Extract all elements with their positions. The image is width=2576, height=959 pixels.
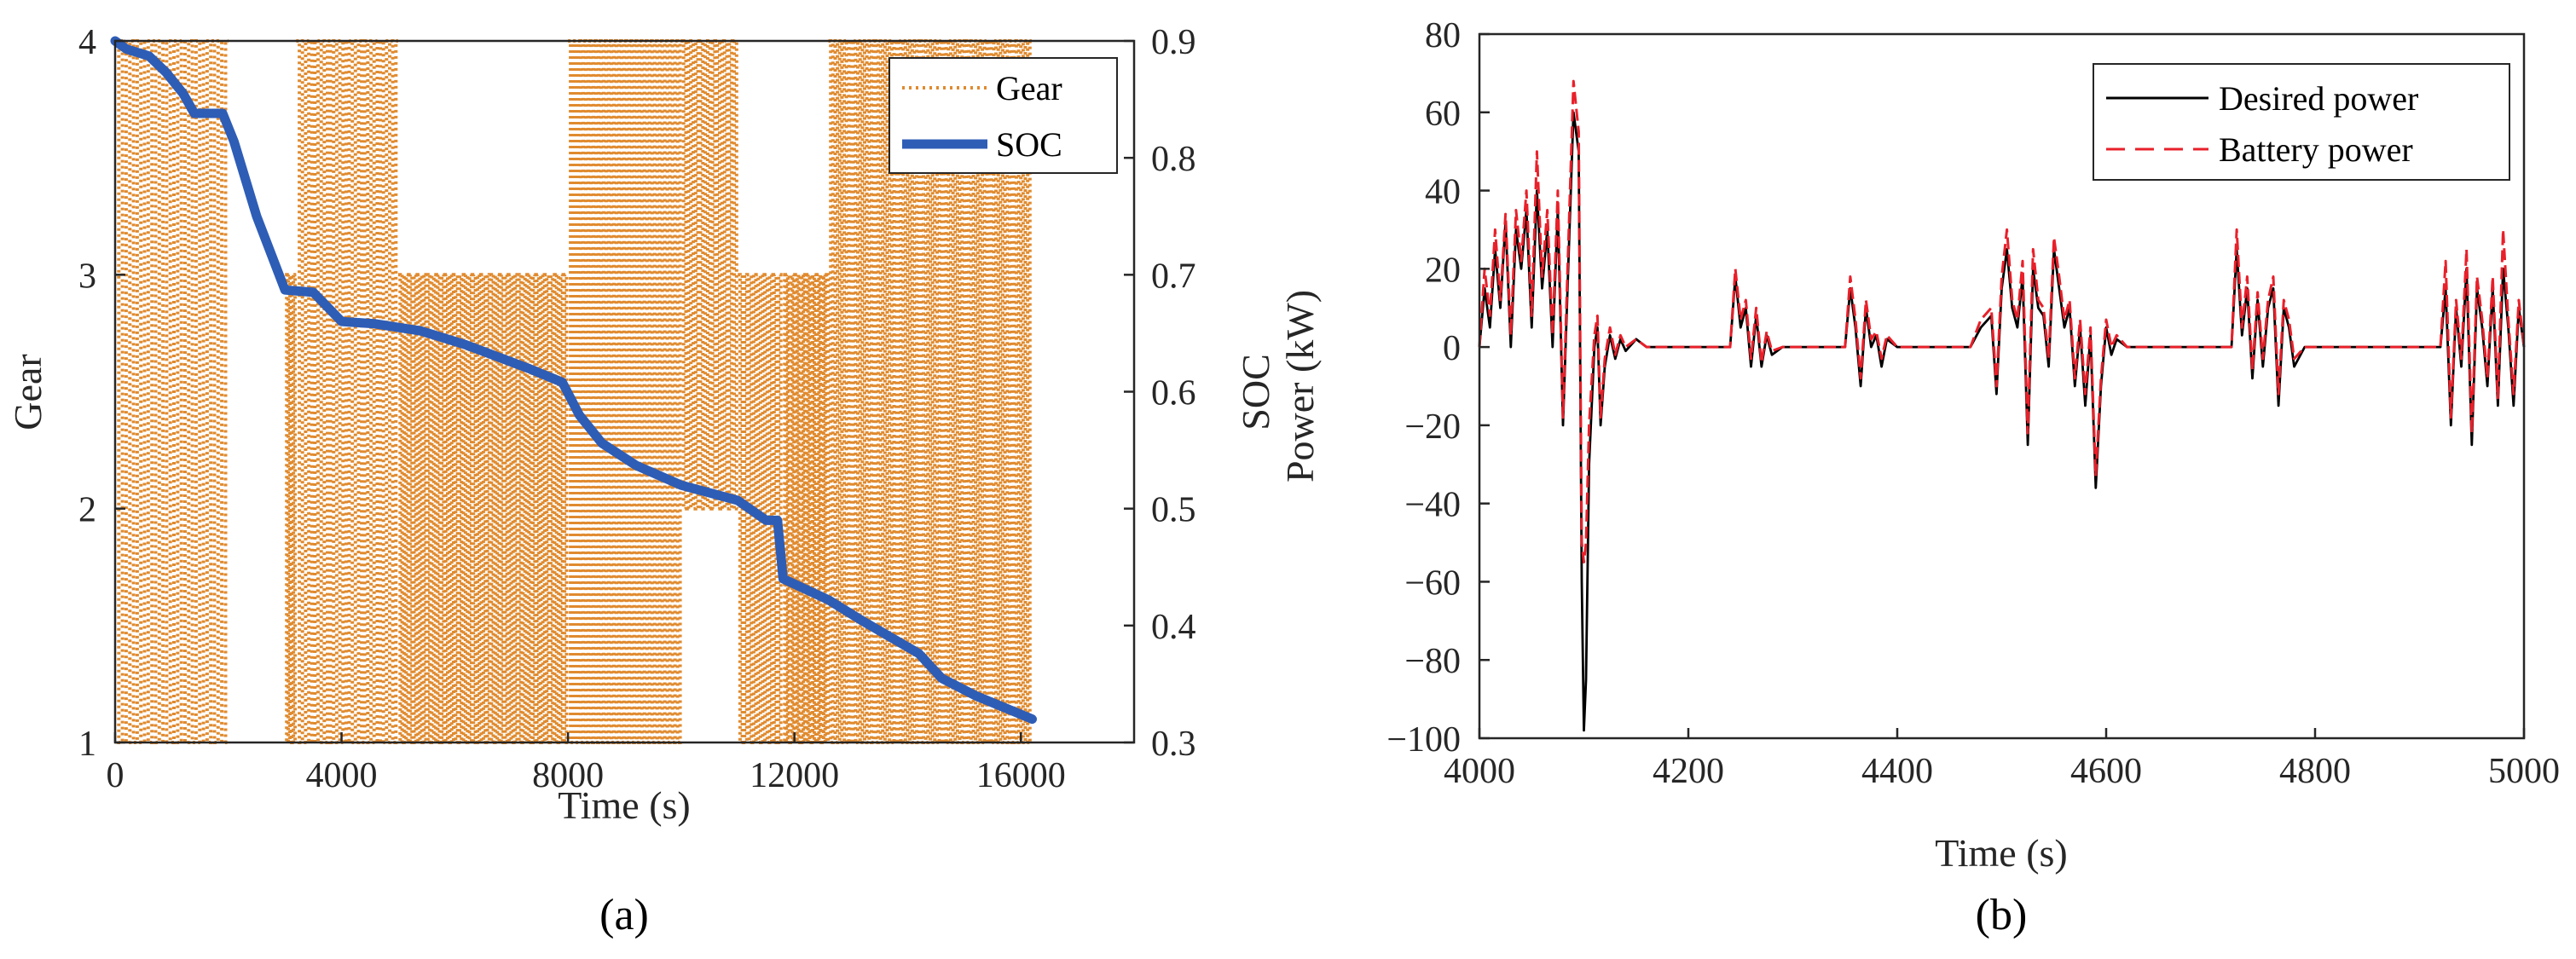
x-tick-label-a: 4000: [306, 756, 378, 795]
y-tick-label-right-a: 0.4: [1151, 608, 1196, 647]
x-tick-label-a: 12000: [750, 756, 839, 795]
y-tick-label-left-a: 4: [78, 23, 96, 62]
y-tick-label-b: 60: [1425, 95, 1461, 134]
x-tick-label-a: 0: [107, 756, 124, 795]
y-ticks-left-a: 1 2 3 4: [78, 23, 125, 764]
y-tick-label-right-a: 0.9: [1151, 23, 1196, 62]
x-ticks-b: 4000 4200 4400 4600 4800 5000: [1444, 728, 2560, 791]
y-tick-label-b: 40: [1425, 173, 1461, 212]
y-tick-label-right-a: 0.3: [1151, 725, 1196, 764]
gear-line-segment-3: [296, 39, 398, 744]
x-axis-label-b: Time (s): [1935, 831, 2068, 875]
y-axis-label-b: Power (kW): [1278, 290, 1322, 482]
x-ticks-a: 0 4000 8000 12000 16000: [107, 732, 1066, 795]
y-tick-label-b: −20: [1404, 407, 1461, 447]
gear-line-segment-5: [568, 39, 682, 744]
y-tick-label-right-a: 0.6: [1151, 374, 1196, 413]
y-tick-label-b: −100: [1386, 720, 1461, 760]
soc-line: [110, 36, 1037, 725]
gear-line-segment-2: [285, 273, 298, 744]
legend-box-b: [2093, 63, 2510, 181]
legend-box-a: [889, 57, 1118, 174]
y-tick-label-b: 0: [1443, 329, 1461, 368]
plot-area-b: [1478, 79, 2526, 732]
y-tick-label-b: −60: [1404, 563, 1461, 603]
x-tick-label-b: 4400: [1861, 752, 1933, 791]
y-tick-label-right-a: 0.8: [1151, 140, 1196, 179]
axes-box-b: [1478, 32, 2526, 740]
y-tick-label-right-a: 0.5: [1151, 491, 1196, 530]
x-tick-label-a: 8000: [532, 756, 604, 795]
y-ticks-b: −100 −80 −60 −40 −20 0 20 40 60 80: [1386, 16, 1490, 760]
desired-power-line: [1478, 111, 2526, 732]
legend-label-battery-power: Battery power: [2219, 130, 2413, 169]
x-tick-label-b: 4000: [1444, 752, 1515, 791]
gear-line-segment-8: [783, 273, 831, 744]
y-tick-label-b: −80: [1404, 642, 1461, 681]
caption-b: (b): [1976, 891, 2028, 939]
panel-b: 4000 4200 4400 4600 4800 5000 −100 −80 −60 −40 −2…: [1278, 16, 2560, 939]
y-tick-label-left-a: 1: [78, 725, 96, 764]
gear-line-segment-0: [115, 39, 229, 744]
y-tick-label-b: −40: [1404, 486, 1461, 525]
legend-a: Gear SOC: [889, 57, 1118, 174]
battery-power-line: [1478, 79, 2526, 563]
y-axis-label-left-a: Gear: [6, 354, 49, 430]
y-tick-label-b: 80: [1425, 16, 1461, 55]
x-tick-label-b: 4800: [2279, 752, 2351, 791]
gear-line-segment-6: [680, 39, 738, 511]
caption-a: (a): [599, 891, 649, 939]
y-ticks-right-a: 0.3 0.4 0.5 0.6 0.7 0.8 0.9: [1124, 23, 1196, 764]
y-tick-label-left-a: 3: [78, 257, 96, 296]
x-tick-label-b: 4200: [1653, 752, 1724, 791]
legend-label-desired-power: Desired power: [2219, 79, 2418, 118]
legend-b: Desired power Battery power: [2093, 63, 2510, 181]
y-tick-label-left-a: 2: [78, 491, 96, 530]
y-tick-label-right-a: 0.7: [1151, 257, 1196, 296]
x-tick-label-b: 4600: [2070, 752, 2142, 791]
y-axis-label-right-a: SOC: [1234, 354, 1277, 430]
x-tick-label-b: 5000: [2488, 752, 2560, 791]
legend-label-soc: SOC: [996, 125, 1062, 164]
legend-label-gear: Gear: [996, 69, 1062, 107]
x-axis-label-a: Time (s): [558, 783, 691, 827]
y-tick-label-b: 20: [1425, 251, 1461, 290]
x-tick-label-a: 16000: [976, 756, 1066, 795]
panel-a: 0 4000 8000 12000 16000 1 2 3 4 0.3 0.4 0.5 0.6 0.7…: [6, 23, 1277, 939]
gear-line-segment-4: [397, 273, 569, 744]
